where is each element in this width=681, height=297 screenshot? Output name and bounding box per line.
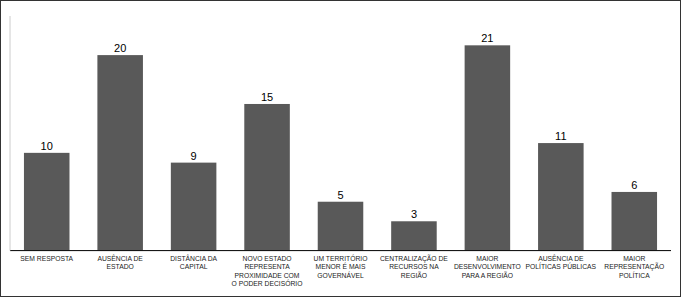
x-tick-label-line: CAPITAL: [180, 263, 208, 270]
x-tick-label-line: PROXIMIDADE COM: [235, 272, 300, 279]
x-tick-label-line: DESENVOLVIMENTO: [454, 263, 521, 270]
x-tick-label-line: ESTADO: [107, 263, 134, 270]
x-tick-label-line: MAIOR: [476, 255, 498, 262]
bar: [318, 202, 364, 251]
x-tick-label-line: MAIOR: [623, 255, 645, 262]
bar: [612, 192, 658, 251]
x-tick-label: MAIORDESENVOLVIMENTOPARA A REGIÃO: [454, 255, 521, 278]
bars: [24, 45, 657, 250]
data-label: 15: [261, 91, 273, 103]
x-tick-labels: SEM RESPOSTAAUSÊNCIA DEESTADODISTÂNCIA D…: [20, 254, 664, 286]
bar: [538, 143, 584, 251]
bar: [24, 153, 70, 251]
x-tick-label-line: MENOR É MAIS: [316, 262, 366, 270]
chart-container: SEM RESPOSTAAUSÊNCIA DEESTADODISTÂNCIA D…: [0, 0, 681, 297]
data-label: 3: [411, 208, 417, 220]
x-tick-label-line: REPRESENTA: [244, 263, 290, 270]
figure-border: [1, 1, 681, 297]
x-tick-label-line: AUSÊNCIA DE: [97, 254, 143, 262]
x-tick-label-line: REPRESENTAÇÃO: [604, 262, 664, 271]
bar: [391, 221, 437, 250]
x-tick-label: CENTRALIZAÇÃO DERECURSOS NAREGIÃO: [380, 254, 448, 278]
x-tick-label-line: RECURSOS NA: [389, 263, 439, 270]
x-tick-label-line: SEM RESPOSTA: [20, 255, 73, 262]
data-label: 21: [481, 32, 493, 44]
y-axis-range-line: [10, 16, 11, 251]
x-tick-label-line: UM TERRITÓRIO: [314, 254, 368, 262]
x-tick-label-line: POLÍTICAS PÚBLICAS: [526, 262, 597, 270]
x-tick-label-line: POLÍTICA: [619, 271, 650, 279]
x-tick-label: DISTÂNCIA DACAPITAL: [170, 254, 217, 270]
x-axis-line: [10, 250, 671, 251]
x-tick-label-line: CENTRALIZAÇÃO DE: [380, 254, 448, 263]
x-tick-label-line: DISTÂNCIA DA: [170, 254, 217, 262]
x-tick-label-line: O PODER DECISÓRIO: [232, 279, 303, 287]
x-tick-label-line: GOVERNÁVEL: [317, 271, 364, 279]
data-label: 6: [631, 179, 637, 191]
bar: [465, 45, 511, 250]
data-label: 20: [114, 42, 126, 54]
x-tick-label-line: AUSÊNCIA DE: [538, 254, 584, 262]
chart: SEM RESPOSTAAUSÊNCIA DEESTADODISTÂNCIA D…: [0, 0, 681, 297]
x-tick-label: UM TERRITÓRIOMENOR É MAISGOVERNÁVEL: [314, 254, 368, 278]
data-label: 9: [191, 150, 197, 162]
data-label: 10: [41, 140, 53, 152]
bar: [244, 104, 290, 251]
x-tick-label: MAIORREPRESENTAÇÃOPOLÍTICA: [604, 255, 664, 278]
x-tick-label: SEM RESPOSTA: [20, 255, 73, 262]
bar: [171, 163, 217, 251]
bar: [97, 55, 143, 251]
x-tick-label-line: REGIÃO: [401, 271, 427, 279]
x-tick-label: AUSÊNCIA DEPOLÍTICAS PÚBLICAS: [526, 254, 597, 270]
data-label: 5: [337, 189, 343, 201]
x-tick-label: AUSÊNCIA DEESTADO: [97, 254, 143, 270]
data-labels: 10 20 9 15 5 3 21 11 6: [41, 32, 638, 220]
x-tick-label: NOVO ESTADOREPRESENTA PROXIMIDADE COMO PO…: [232, 255, 303, 286]
x-tick-label-line: NOVO ESTADO: [243, 255, 292, 262]
x-tick-label-line: PARA A REGIÃO: [462, 271, 513, 279]
data-label: 11: [555, 130, 566, 142]
